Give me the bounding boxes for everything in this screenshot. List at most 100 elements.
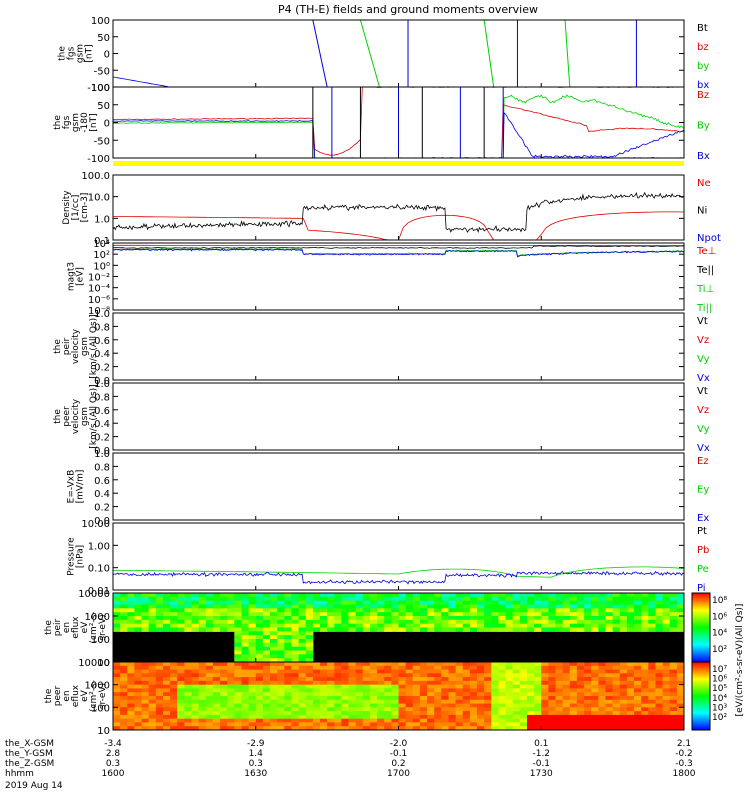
spec-cell	[127, 627, 135, 632]
spec-cell	[512, 688, 521, 693]
spec-cell	[362, 619, 371, 625]
spec-cell	[341, 680, 350, 686]
spec-cell	[419, 684, 428, 690]
spec-cell	[284, 722, 292, 727]
spec-cell	[234, 692, 242, 697]
spec-cell	[591, 616, 599, 621]
spec-cell	[598, 688, 607, 693]
spec-cell	[312, 680, 321, 686]
spec-cell	[341, 616, 350, 621]
spec-cell	[348, 699, 357, 705]
spec-cell	[541, 696, 549, 701]
spec-cell	[477, 696, 485, 701]
spec-cell	[576, 623, 585, 629]
spec-cell	[462, 669, 471, 674]
spec-cell	[220, 692, 228, 697]
spec-cell	[405, 714, 414, 720]
spec-cell	[591, 662, 599, 667]
spec-cell	[205, 627, 214, 632]
legend-Ti||: Ti||	[696, 303, 712, 314]
spec-cell	[362, 604, 371, 609]
spec-cell	[655, 696, 664, 701]
spec-cell	[262, 673, 271, 678]
spec-cell	[241, 677, 250, 682]
spec-cell	[120, 600, 128, 606]
spec-cell	[669, 677, 678, 682]
spec-cell	[262, 714, 271, 720]
spec-cell	[391, 627, 400, 632]
y-tick-label: 10⁻⁸	[88, 306, 110, 317]
y-tick-label: 0	[104, 50, 110, 61]
spec-cell	[141, 596, 150, 602]
spec-cell	[455, 726, 464, 730]
y-axis-label: Density	[62, 190, 72, 225]
spec-cell	[548, 604, 557, 609]
spec-cell	[455, 608, 464, 613]
spec-cell	[270, 612, 278, 617]
spec-cell	[270, 646, 278, 652]
spec-cell	[462, 726, 471, 730]
legend-Pe: Pe	[697, 564, 709, 575]
spec-cell	[448, 714, 457, 720]
spec-cell	[427, 703, 435, 708]
legend-Vz: Vz	[697, 335, 709, 346]
spec-cell	[141, 699, 150, 705]
spec-cell	[598, 726, 607, 730]
spec-cell	[241, 631, 250, 636]
spec-cell	[562, 718, 571, 724]
spec-cell	[248, 623, 257, 629]
legend-Pt: Pt	[697, 526, 707, 537]
spec-cell	[113, 612, 121, 617]
spec-cell	[469, 677, 478, 682]
spec-cell	[141, 604, 150, 609]
spec-cell	[626, 619, 635, 625]
spec-cell	[277, 669, 285, 674]
spec-cell	[127, 677, 135, 682]
spec-cell	[163, 699, 171, 705]
spec-cell	[362, 669, 371, 674]
spec-cell	[348, 662, 357, 667]
spec-cell	[334, 600, 342, 606]
spec-cell	[312, 726, 321, 730]
spec-cell	[298, 665, 307, 671]
spec-cell	[555, 692, 564, 697]
spec-cell	[641, 680, 649, 686]
spec-cell	[305, 623, 314, 629]
spec-cell	[355, 688, 364, 693]
spec-cell	[220, 684, 228, 690]
spec-cell	[619, 612, 628, 617]
spec-cell	[305, 662, 314, 667]
y-tick-label: 0.6	[94, 476, 110, 487]
y-axis-label: fgs	[62, 115, 72, 129]
spec-cell	[255, 696, 264, 701]
y-tick-label: 50	[97, 33, 110, 44]
spec-cell	[477, 665, 485, 671]
y-axis-label: eV	[80, 689, 90, 702]
spec-cell	[448, 677, 457, 682]
spec-cell	[655, 669, 664, 674]
spec-cell	[234, 711, 242, 716]
spec-cell	[669, 707, 678, 712]
spec-cell	[291, 627, 300, 632]
spec-cell	[362, 692, 371, 697]
spec-cell	[648, 596, 656, 602]
spec-cell	[484, 726, 492, 730]
spec-cell	[576, 596, 585, 602]
spec-cell	[277, 604, 285, 609]
spec-cell	[676, 593, 684, 598]
spec-cell	[334, 619, 342, 625]
spec-cell	[163, 707, 171, 712]
spec-cell	[184, 684, 193, 690]
spec-cell	[405, 669, 414, 674]
spec-cell	[134, 684, 143, 690]
spec-cell	[191, 600, 200, 606]
spec-cell	[519, 726, 528, 730]
spec-cell	[655, 722, 664, 727]
series-Pi	[113, 570, 684, 585]
spec-cell	[127, 726, 135, 730]
spec-cell	[241, 654, 250, 659]
spec-cell	[155, 665, 164, 671]
spec-cell	[669, 604, 678, 609]
spec-cell	[455, 604, 464, 609]
spec-cell	[605, 714, 614, 720]
